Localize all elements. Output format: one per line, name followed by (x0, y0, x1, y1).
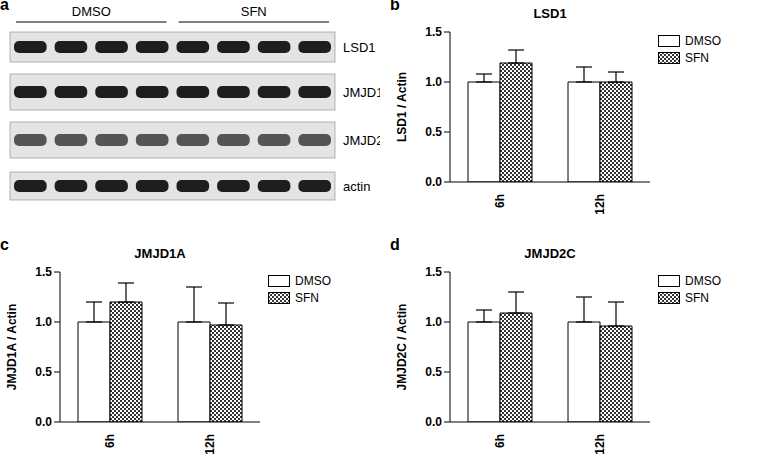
svg-text:DMSO: DMSO (72, 4, 111, 19)
svg-text:0.5: 0.5 (425, 125, 442, 139)
svg-text:JMJD2C: JMJD2C (343, 133, 380, 148)
svg-text:JMJD1A / Actin: JMJD1A / Actin (8, 304, 19, 390)
svg-text:12h: 12h (593, 434, 607, 455)
html-text:DMSO: DMSO (685, 34, 721, 48)
svg-text:LSD1: LSD1 (343, 40, 376, 55)
svg-text:1.5: 1.5 (425, 25, 442, 39)
svg-text:JMJD1A: JMJD1A (343, 85, 380, 100)
svg-text:JMJD2C / Actin: JMJD2C / Actin (395, 304, 409, 391)
svg-text:0.5: 0.5 (425, 365, 442, 379)
html-text:SFN: SFN (295, 291, 319, 305)
svg-text:1.0: 1.0 (425, 75, 442, 89)
svg-text:12h: 12h (593, 194, 607, 215)
svg-text:6h: 6h (103, 434, 117, 448)
svg-text:actin: actin (343, 179, 370, 194)
svg-text:LSD1 / Actin: LSD1 / Actin (395, 72, 409, 142)
html-text:DMSO: DMSO (685, 274, 721, 288)
svg-text:0.0: 0.0 (425, 175, 442, 189)
html-text:d: d (390, 236, 400, 253)
svg-text:6h: 6h (493, 194, 507, 208)
html-text:LSD1: LSD1 (533, 6, 567, 21)
svg-text:6h: 6h (493, 434, 507, 448)
html-text:SFN: SFN (685, 51, 709, 65)
svg-text:0.0: 0.0 (35, 415, 52, 429)
svg-text:1.0: 1.0 (35, 315, 52, 329)
html-text:JMJD1A: JMJD1A (134, 246, 186, 261)
svg-text:1.5: 1.5 (425, 265, 442, 279)
svg-text:0.0: 0.0 (425, 415, 442, 429)
html-text:c: c (0, 236, 9, 253)
svg-text:1.0: 1.0 (425, 315, 442, 329)
svg-text:12h: 12h (203, 434, 217, 455)
svg-text:SFN: SFN (241, 4, 267, 19)
html-text:SFN: SFN (685, 291, 709, 305)
svg-text:1.5: 1.5 (35, 265, 52, 279)
html-text:JMJD2C: JMJD2C (524, 246, 576, 261)
svg-text:0.5: 0.5 (35, 365, 52, 379)
html-text:DMSO: DMSO (295, 274, 331, 288)
